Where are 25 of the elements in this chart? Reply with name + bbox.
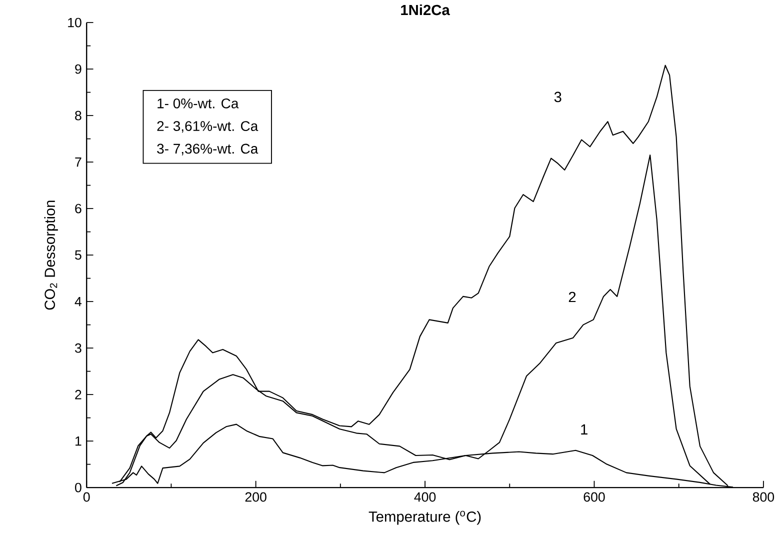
y-tick-label: 6: [75, 204, 82, 214]
y-tick-label: 4: [74, 296, 82, 306]
y-axis-title: CO$_{2}$ Dessorption: [44, 200, 58, 310]
y-tick-label: 0: [75, 482, 82, 492]
y-tick-label: 1: [76, 436, 82, 446]
x-tick-label: 200: [245, 492, 266, 502]
annotation: 2- 3,61%-wt. Ca: [157, 121, 258, 133]
x-tick-label: 400: [414, 492, 436, 502]
text: 3: [554, 92, 562, 102]
y-tick-label: 8: [75, 110, 82, 120]
y-tick-label: 9: [75, 64, 82, 74]
y-tick-label: 3: [74, 343, 82, 353]
y-tick-label: 7: [75, 157, 82, 167]
chart-title: 1Ni2Ca: [401, 4, 450, 16]
x-axis-title: Temperature ($^{o}$C): [368, 510, 481, 525]
y-tick-label: 10: [68, 18, 82, 28]
series-label: 1: [581, 424, 588, 434]
y-tick-label: 2: [75, 390, 82, 400]
series-label: 2: [568, 292, 576, 302]
x-tick-label: 600: [584, 492, 605, 502]
x-tick-label: 800: [752, 492, 774, 502]
y-tick-label: 5: [75, 250, 82, 260]
x-tick-label: 0: [83, 492, 90, 502]
annotation: 1- 0%-wt. Ca: [158, 98, 239, 108]
annotation: 3- 7,36%-wt. Ca: [157, 144, 258, 156]
